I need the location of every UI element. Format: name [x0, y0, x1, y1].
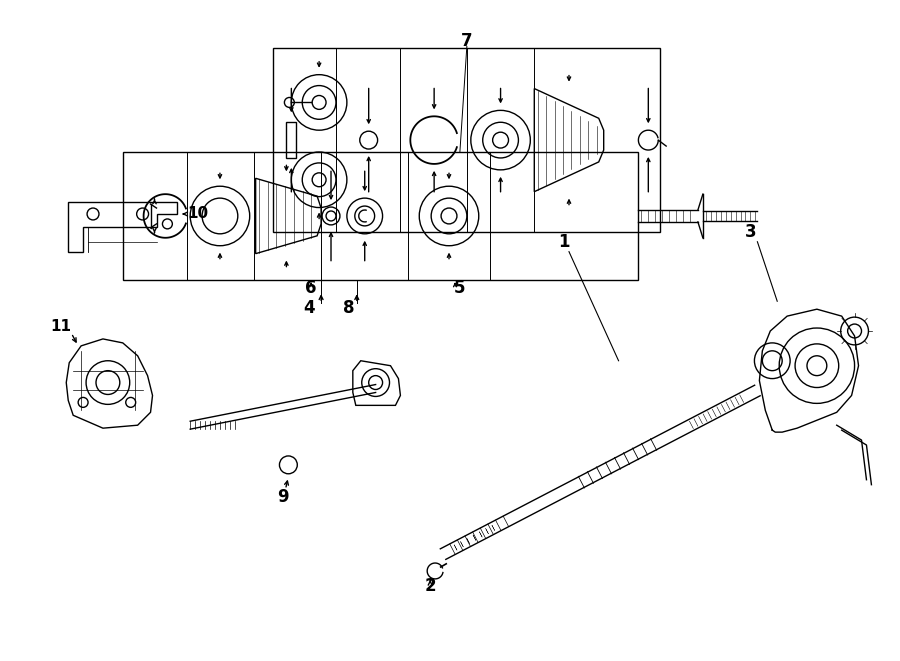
Text: 2: 2: [425, 577, 436, 595]
Text: 8: 8: [343, 299, 355, 317]
Text: 1: 1: [558, 233, 570, 251]
Text: 9: 9: [277, 488, 289, 506]
Text: 10: 10: [187, 206, 209, 221]
Text: 3: 3: [744, 223, 756, 241]
Bar: [122, 151, 638, 280]
Text: 11: 11: [50, 319, 72, 334]
Text: 4: 4: [303, 299, 315, 317]
Bar: [274, 48, 661, 232]
Text: 7: 7: [461, 32, 472, 50]
Text: 5: 5: [454, 280, 465, 297]
Text: 6: 6: [305, 280, 317, 297]
Bar: [286, 122, 296, 158]
